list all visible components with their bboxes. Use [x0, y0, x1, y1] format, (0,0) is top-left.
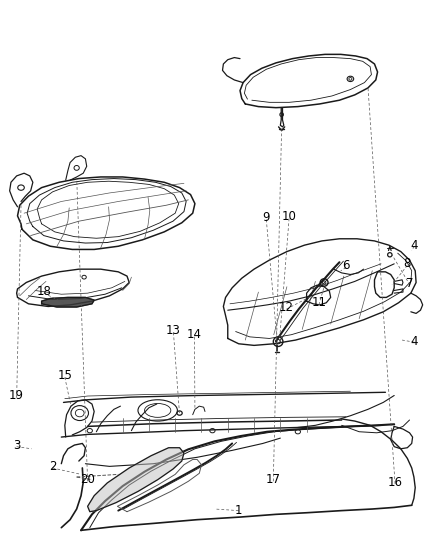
Text: 7: 7: [406, 277, 414, 290]
Text: 17: 17: [266, 473, 281, 486]
Text: 19: 19: [9, 389, 24, 402]
Text: 14: 14: [187, 328, 202, 341]
Text: 3: 3: [13, 439, 20, 451]
Text: 9: 9: [262, 211, 270, 224]
Text: 10: 10: [282, 210, 297, 223]
Text: 12: 12: [279, 301, 294, 313]
Text: 2: 2: [49, 460, 57, 473]
Text: 15: 15: [57, 369, 72, 382]
Text: 13: 13: [166, 324, 181, 337]
Text: 16: 16: [388, 476, 403, 489]
Text: 6: 6: [342, 259, 350, 272]
Text: 1: 1: [235, 504, 243, 517]
Text: 8: 8: [404, 257, 411, 270]
Text: 11: 11: [311, 296, 326, 309]
Text: 4: 4: [410, 335, 418, 348]
Text: 20: 20: [80, 473, 95, 486]
Text: 4: 4: [410, 239, 418, 252]
Polygon shape: [88, 448, 184, 512]
Text: 18: 18: [36, 285, 51, 297]
Polygon shape: [42, 297, 94, 307]
